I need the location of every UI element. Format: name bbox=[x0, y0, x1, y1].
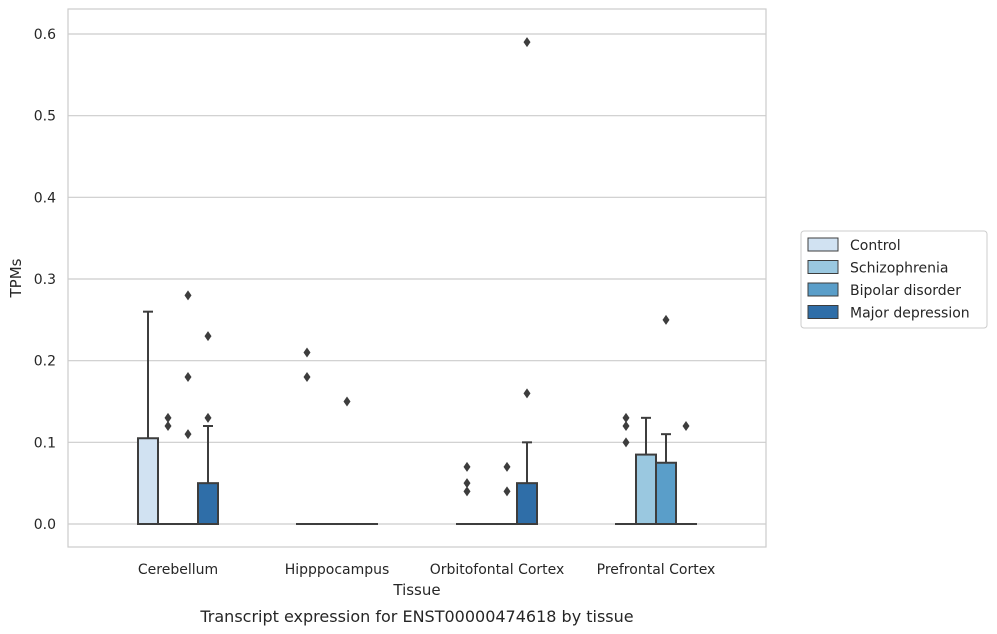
x-tick-label: Prefrontal Cortex bbox=[597, 562, 716, 578]
outlier-point bbox=[503, 486, 511, 497]
box-major-depression bbox=[516, 482, 538, 525]
outlier-point bbox=[662, 314, 670, 325]
legend-swatch bbox=[807, 282, 839, 297]
box-bipolar-disorder bbox=[655, 461, 677, 525]
legend-frame bbox=[800, 230, 988, 329]
outlier-point bbox=[622, 412, 630, 423]
outlier-point bbox=[463, 486, 471, 497]
x-tick-label: Orbitofontal Cortex bbox=[430, 562, 565, 578]
legend-label: Major depression bbox=[850, 306, 970, 322]
outlier-point bbox=[204, 412, 212, 423]
chart-caption: Transcript expression for ENST0000047461… bbox=[199, 607, 633, 626]
y-tick-label: 0.0 bbox=[34, 517, 56, 533]
outlier-point bbox=[343, 396, 351, 407]
x-tick-labels: Cerebellum Hipppocampus Orbitofontal Corte… bbox=[138, 562, 715, 578]
legend-label: Bipolar disorder bbox=[850, 283, 961, 299]
outlier-point bbox=[503, 461, 511, 472]
outlier-point bbox=[622, 421, 630, 431]
box-major-depression bbox=[197, 482, 219, 525]
x-tick-label: Hipppocampus bbox=[285, 562, 390, 578]
y-tick-label: 0.1 bbox=[34, 435, 56, 451]
y-tick-labels: 0.0 0.1 0.2 0.3 0.4 0.5 0.6 bbox=[34, 27, 56, 533]
legend-swatch bbox=[807, 305, 839, 319]
x-tick-label: Cerebellum bbox=[138, 562, 218, 578]
y-tick-label: 0.5 bbox=[34, 109, 56, 125]
boxes-layer bbox=[137, 37, 697, 526]
y-tick-label: 0.4 bbox=[34, 190, 56, 206]
outlier-point bbox=[184, 372, 192, 382]
outlier-point bbox=[184, 290, 192, 301]
outlier-point bbox=[303, 347, 311, 358]
y-axis-label: TPMs bbox=[7, 258, 25, 298]
box-control bbox=[137, 437, 159, 525]
outlier-point bbox=[622, 437, 630, 448]
y-tick-label: 0.6 bbox=[34, 27, 56, 43]
outlier-point bbox=[523, 388, 531, 399]
legend-swatch bbox=[807, 260, 839, 274]
outlier-point bbox=[164, 421, 172, 431]
y-tick-label: 0.2 bbox=[34, 354, 56, 370]
outlier-point bbox=[463, 461, 471, 472]
legend-label: Control bbox=[850, 238, 901, 254]
outlier-point bbox=[463, 478, 471, 489]
y-tick-label: 0.3 bbox=[34, 272, 56, 288]
box-schizophrenia bbox=[635, 453, 657, 526]
outlier-point bbox=[682, 421, 690, 431]
outlier-point bbox=[523, 37, 531, 48]
legend: Control Schizophrenia Bipolar disorder Majo… bbox=[800, 230, 988, 329]
outlier-point bbox=[184, 429, 192, 440]
outlier-point bbox=[204, 331, 212, 342]
plot-frame bbox=[67, 8, 767, 548]
x-axis-label: Tissue bbox=[392, 581, 440, 599]
outlier-point bbox=[303, 372, 311, 382]
outlier-point bbox=[164, 412, 172, 423]
legend-swatch bbox=[807, 237, 839, 252]
legend-label: Schizophrenia bbox=[850, 261, 948, 277]
